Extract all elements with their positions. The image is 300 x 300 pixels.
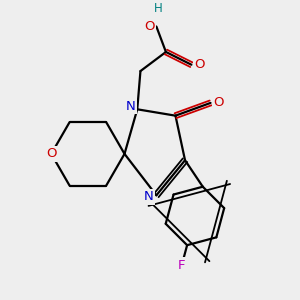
Text: O: O	[46, 147, 56, 161]
Text: H: H	[154, 2, 162, 16]
Text: O: O	[144, 20, 154, 33]
Text: O: O	[213, 96, 224, 110]
Text: F: F	[178, 259, 185, 272]
Text: N: N	[126, 100, 136, 112]
Text: O: O	[194, 58, 205, 71]
Text: N: N	[143, 190, 153, 203]
